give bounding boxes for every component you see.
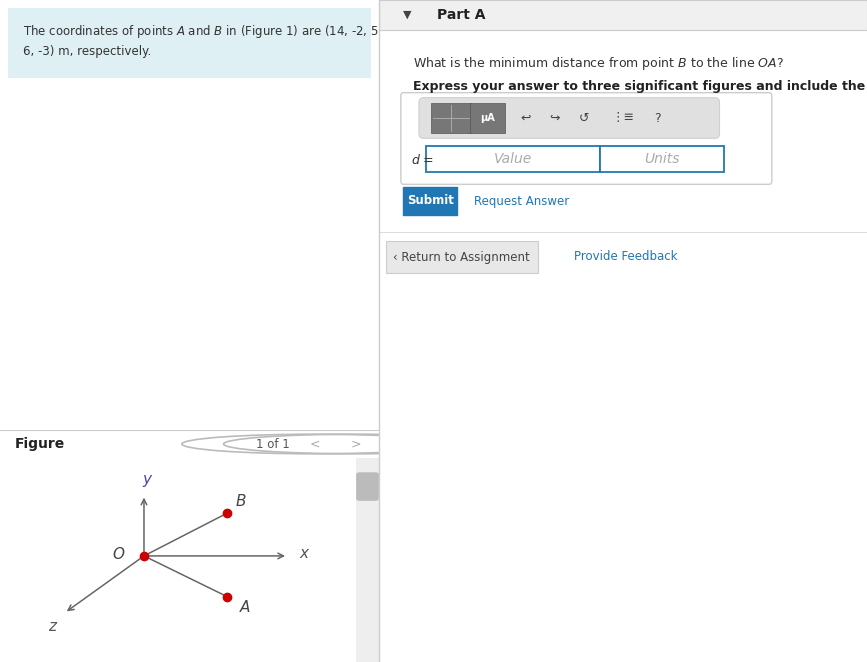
Text: μA: μA	[479, 113, 494, 123]
FancyBboxPatch shape	[419, 98, 720, 138]
Text: ↩: ↩	[520, 111, 531, 124]
Text: $B$: $B$	[235, 493, 246, 509]
Text: Part A: Part A	[438, 8, 486, 22]
FancyBboxPatch shape	[403, 187, 457, 215]
Text: $x$: $x$	[299, 546, 311, 561]
Text: $z$: $z$	[48, 619, 58, 634]
FancyBboxPatch shape	[427, 146, 600, 172]
Text: ?: ?	[654, 111, 661, 124]
FancyBboxPatch shape	[401, 93, 772, 184]
Text: 1 of 1: 1 of 1	[256, 438, 290, 451]
FancyBboxPatch shape	[470, 103, 505, 133]
FancyBboxPatch shape	[599, 146, 725, 172]
Text: Request Answer: Request Answer	[474, 195, 570, 207]
Text: Express your answer to three significant figures and include the appropriate uni: Express your answer to three significant…	[413, 80, 867, 93]
Text: $A$: $A$	[238, 598, 251, 615]
FancyBboxPatch shape	[356, 472, 379, 501]
FancyBboxPatch shape	[379, 0, 867, 30]
FancyBboxPatch shape	[356, 458, 379, 662]
Text: $O$: $O$	[112, 546, 125, 562]
Text: ‹ Return to Assignment: ‹ Return to Assignment	[394, 250, 531, 263]
FancyBboxPatch shape	[386, 241, 538, 273]
Text: <: <	[310, 438, 320, 451]
Text: The coordinates of points $\mathit{A}$ and $\mathit{B}$ in (Figure 1) are (14, -: The coordinates of points $\mathit{A}$ a…	[23, 23, 443, 58]
Text: What is the minimum distance from point $\mathit{B}$ to the line $\mathit{OA}$?: What is the minimum distance from point …	[413, 55, 784, 72]
Text: Units: Units	[644, 152, 680, 166]
Text: $d$ =: $d$ =	[411, 153, 434, 167]
Text: ↪: ↪	[550, 111, 560, 124]
Text: ↺: ↺	[578, 111, 590, 124]
Text: Provide Feedback: Provide Feedback	[574, 250, 678, 263]
Text: Figure: Figure	[15, 437, 65, 451]
Text: ⋮≡: ⋮≡	[611, 111, 635, 124]
Text: ▼: ▼	[403, 10, 412, 20]
FancyBboxPatch shape	[431, 103, 471, 133]
Text: Value: Value	[494, 152, 532, 166]
Text: >: >	[351, 438, 362, 451]
Text: $y$: $y$	[142, 473, 153, 489]
Text: Submit: Submit	[407, 195, 453, 207]
